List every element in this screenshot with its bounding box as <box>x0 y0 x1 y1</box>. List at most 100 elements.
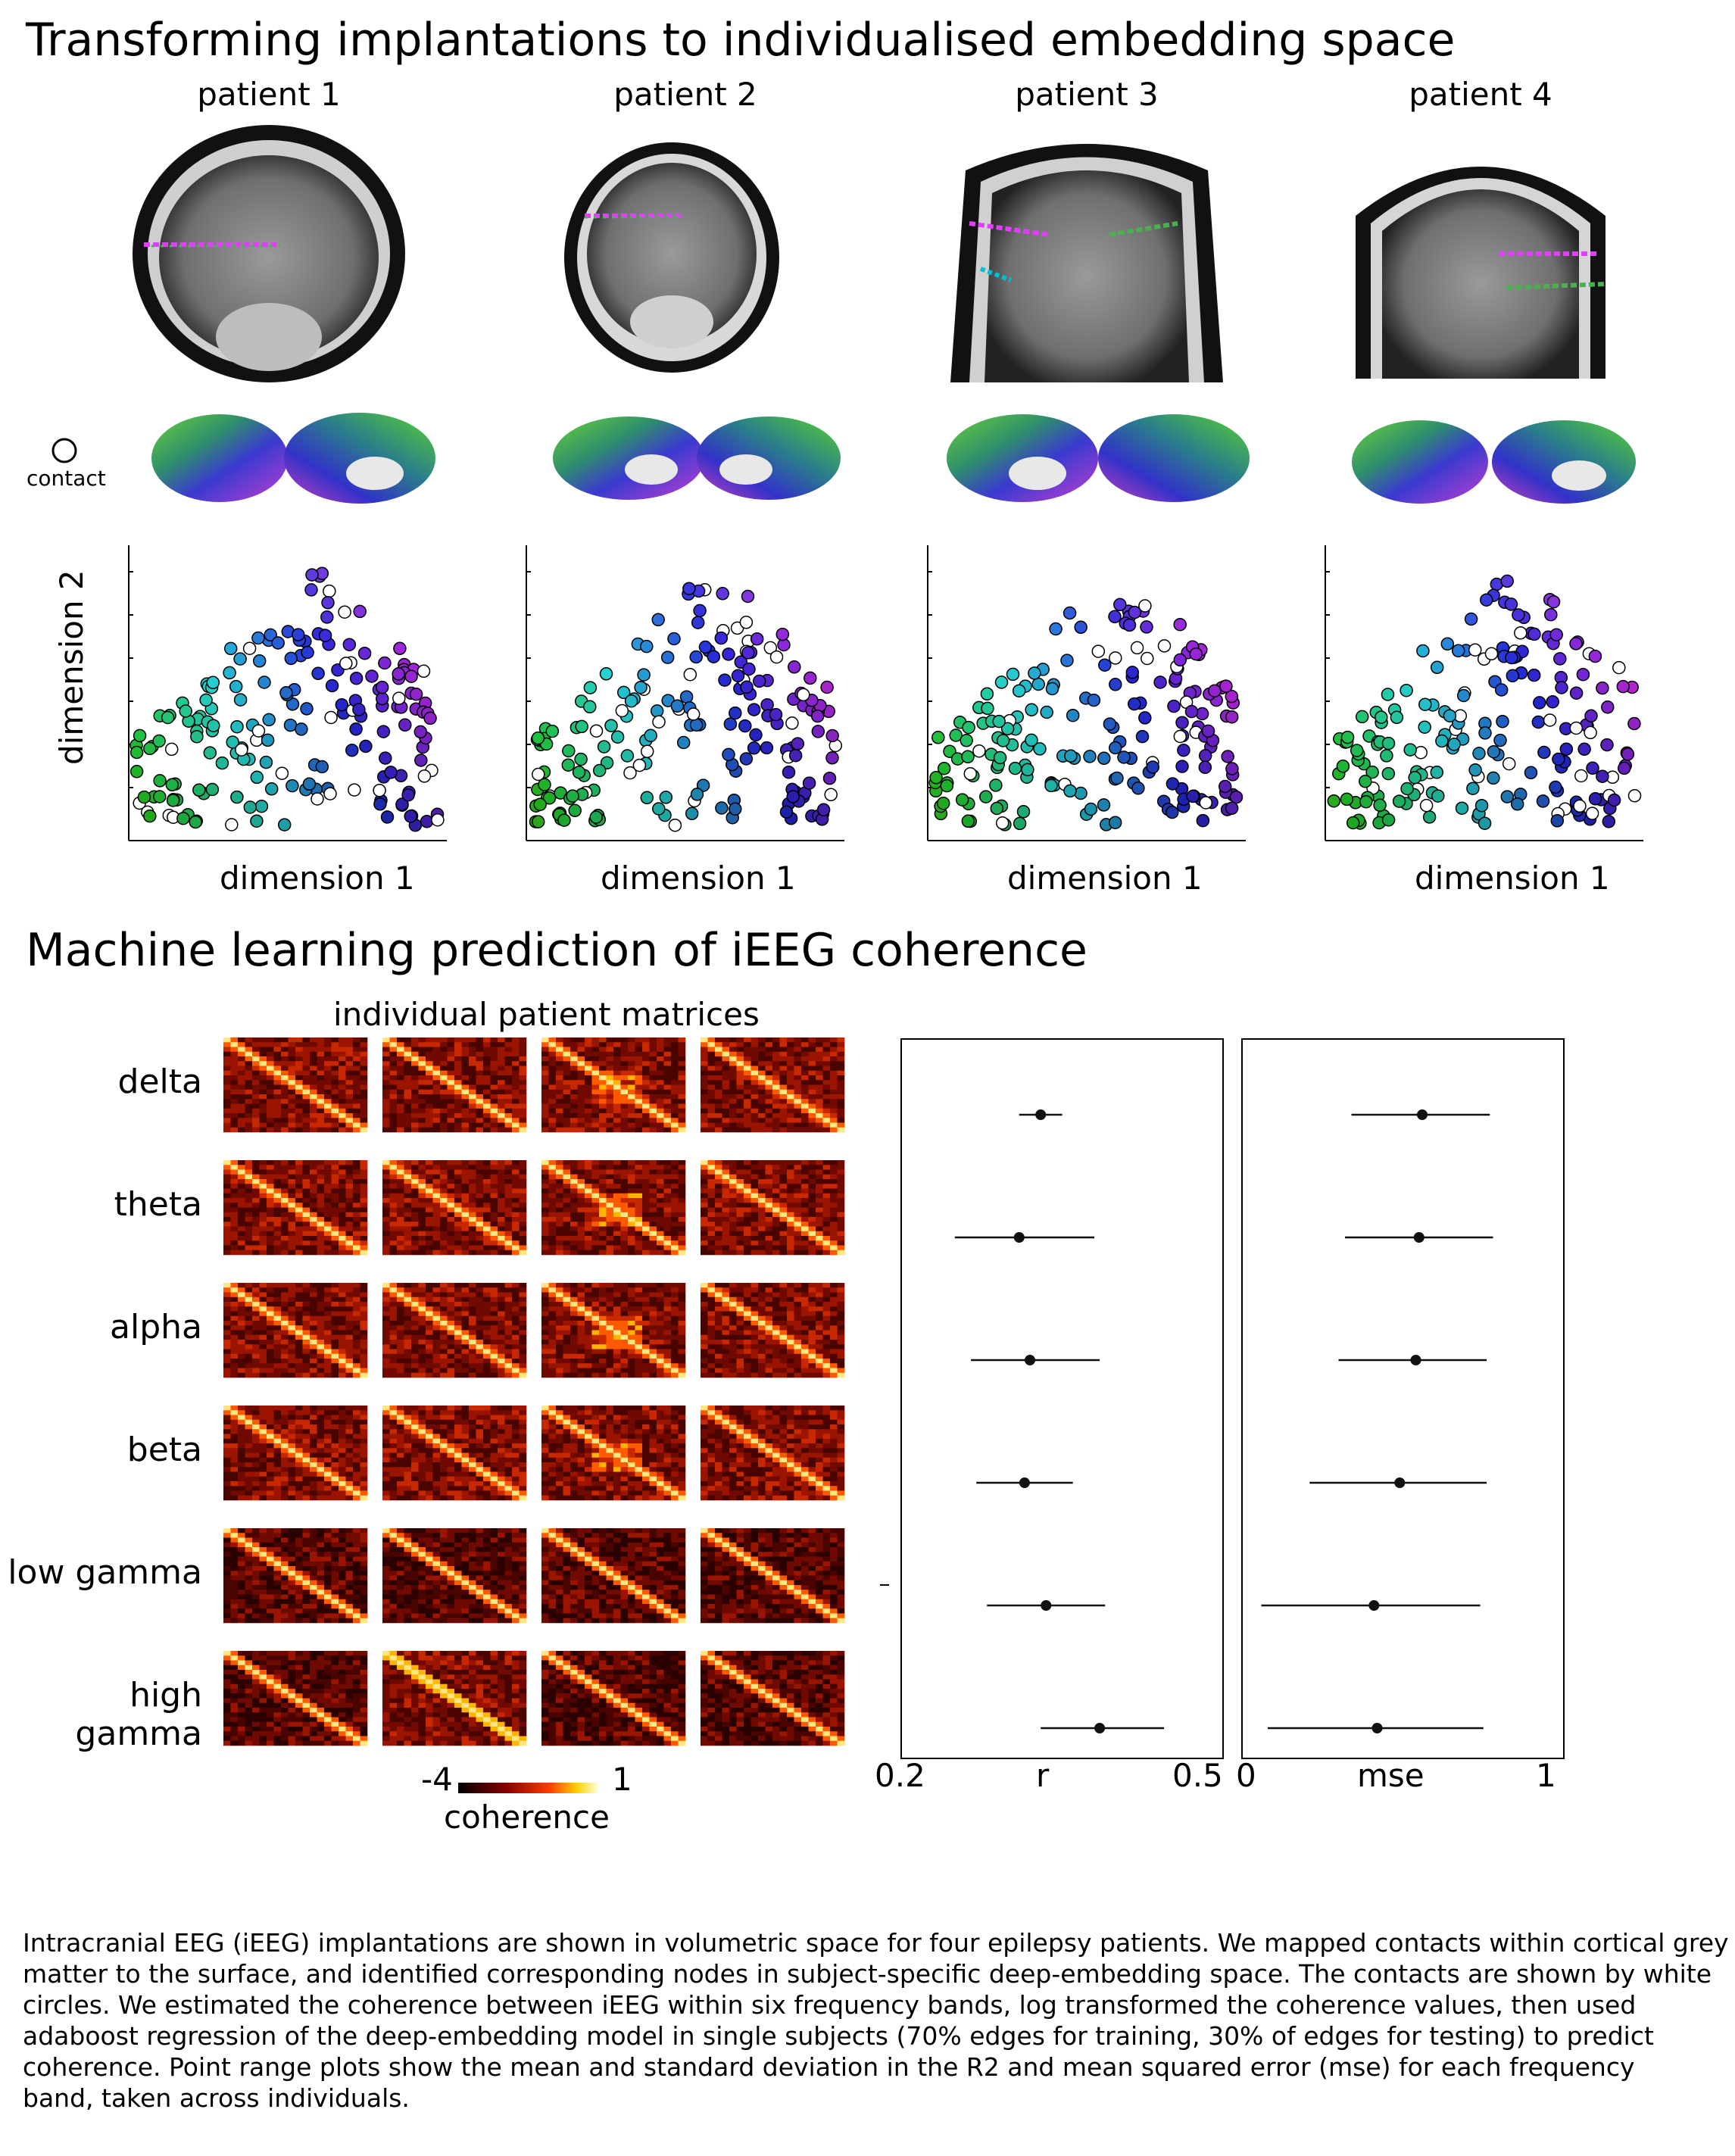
matrix-cell <box>678 1080 686 1085</box>
matrix-cell <box>382 1066 390 1072</box>
matrix-cell <box>490 1066 498 1072</box>
matrix-cell <box>635 1122 643 1128</box>
matrix-cell <box>635 1311 643 1317</box>
matrix-cell <box>498 1174 505 1180</box>
matrix-cell <box>577 1315 585 1321</box>
matrix-cell <box>772 1179 780 1184</box>
matrix-cell <box>418 1169 426 1175</box>
matrix-cell <box>345 1108 354 1114</box>
matrix-cell <box>620 1231 629 1237</box>
matrix-cell <box>504 1122 513 1128</box>
matrix-cell <box>744 1188 751 1194</box>
scatter-point <box>133 729 147 743</box>
matrix-cell <box>310 1306 317 1312</box>
matrix-cell <box>715 1160 722 1165</box>
matrix-cell <box>331 1066 339 1072</box>
matrix-cell <box>447 1296 455 1303</box>
matrix-cell <box>837 1094 845 1100</box>
matrix-cell <box>389 1353 398 1359</box>
matrix-cell <box>295 1240 303 1246</box>
matrix-cell <box>483 1296 491 1303</box>
matrix-cell <box>360 1103 368 1109</box>
matrix-cell <box>411 1056 419 1062</box>
matrix-cell <box>779 1198 788 1203</box>
matrix-cell <box>345 1056 354 1062</box>
matrix-cell <box>715 1108 722 1114</box>
matrix-cell <box>432 1075 441 1081</box>
matrix-cell <box>245 1212 253 1218</box>
matrix-cell <box>498 1372 505 1378</box>
matrix-cell <box>454 1113 462 1119</box>
matrix-cell <box>273 1207 282 1213</box>
matrix-cell <box>649 1188 657 1194</box>
matrix-cell <box>440 1047 448 1053</box>
matrix-cell <box>822 1122 831 1128</box>
matrix-cell <box>353 1113 360 1119</box>
matrix-cell <box>461 1160 470 1165</box>
matrix-cell <box>331 1118 339 1123</box>
matrix-cell <box>750 1184 759 1189</box>
matrix-cell <box>360 1340 368 1345</box>
matrix-cell <box>744 1066 751 1072</box>
matrix-cell <box>273 1037 282 1043</box>
matrix-cell <box>345 1089 354 1095</box>
matrix-cell <box>245 1207 253 1213</box>
matrix-cell <box>519 1080 527 1085</box>
matrix-cell <box>426 1193 433 1199</box>
matrix-cell <box>259 1099 267 1104</box>
matrix-cell <box>765 1037 773 1043</box>
scatter-point <box>1549 780 1562 794</box>
scatter-point <box>583 681 598 694</box>
matrix-cell <box>447 1113 455 1119</box>
matrix-cell <box>591 1306 600 1312</box>
matrix-cell <box>345 1240 354 1246</box>
matrix-cell <box>772 1037 780 1043</box>
matrix-cell <box>461 1165 470 1170</box>
matrix-cell <box>281 1051 289 1057</box>
matrix-cell <box>599 1207 607 1213</box>
matrix-cell <box>469 1240 476 1246</box>
scatter-point <box>1359 775 1372 788</box>
scatter-point <box>259 755 273 769</box>
matrix-cell <box>267 1127 274 1133</box>
matrix-cell <box>404 1113 412 1119</box>
matrix-cell <box>324 1103 332 1109</box>
matrix-cell <box>302 1292 310 1298</box>
matrix-cell <box>504 1203 513 1208</box>
matrix-cell <box>613 1122 621 1128</box>
matrix-cell <box>563 1094 571 1100</box>
matrix-cell <box>397 1094 404 1100</box>
matrix-cell <box>447 1061 455 1066</box>
matrix-cell <box>642 1165 650 1170</box>
matrix-cell <box>519 1245 527 1251</box>
matrix-cell <box>504 1051 513 1057</box>
matrix-cell <box>223 1283 231 1288</box>
scatter-point <box>989 778 1003 792</box>
matrix-cell <box>577 1240 585 1246</box>
matrix-cell <box>801 1103 809 1109</box>
matrix-cell <box>324 1193 332 1199</box>
matrix-cell <box>397 1344 404 1349</box>
matrix-cell <box>613 1184 621 1189</box>
matrix-cell <box>245 1334 253 1340</box>
matrix-cell <box>317 1340 325 1345</box>
matrix-cell <box>461 1127 470 1133</box>
matrix-cell <box>635 1066 643 1072</box>
matrix-cell <box>822 1061 831 1066</box>
matrix-cell <box>454 1372 462 1378</box>
matrix-cell <box>787 1089 794 1095</box>
matrix-cell <box>649 1042 657 1047</box>
matrix-cell <box>504 1359 513 1364</box>
matrix-cell <box>808 1066 816 1072</box>
matrix-cell <box>808 1051 816 1057</box>
matrix-cell <box>382 1047 390 1053</box>
matrix-cell <box>411 1363 419 1368</box>
matrix-cell <box>613 1203 621 1208</box>
matrix-cell <box>476 1315 484 1321</box>
matrix-cell <box>649 1089 657 1095</box>
matrix-cell <box>476 1306 484 1312</box>
matrix-cell <box>628 1174 635 1180</box>
matrix-cell <box>577 1179 585 1184</box>
matrix-cell <box>238 1344 245 1349</box>
matrix-cell <box>628 1118 635 1123</box>
